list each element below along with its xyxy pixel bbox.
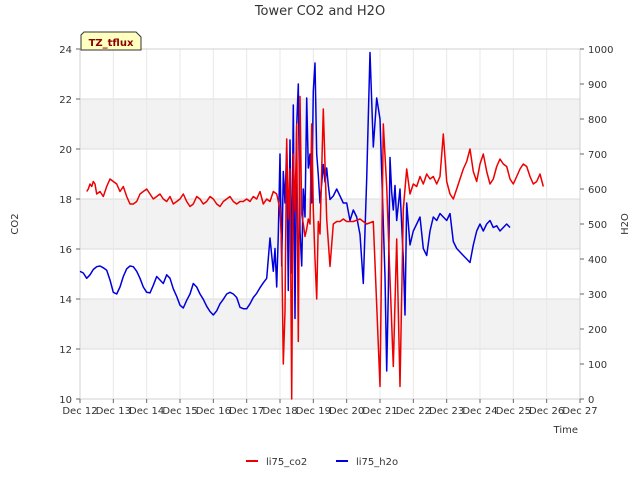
x-tick-label: Dec 16 [196, 406, 231, 417]
x-tick-label: Dec 18 [262, 406, 297, 417]
plot-background-bands [80, 99, 580, 349]
y-right-tick-label: 1000 [588, 45, 613, 56]
x-tick-label: Dec 14 [129, 406, 164, 417]
y-axis-right-label: H2O [620, 213, 631, 235]
y-right-tick-label: 100 [588, 360, 607, 371]
y-axis-right-ticks: 0 100 200 300 400 500 600 700 800 900 1000 [580, 45, 613, 406]
x-tick-label: Dec 26 [529, 406, 564, 417]
y-right-tick-label: 900 [588, 80, 607, 91]
series-line-li75_h2o [79, 51, 511, 372]
y-right-tick-label: 300 [588, 290, 607, 301]
series-layer [79, 51, 545, 400]
y-right-tick-label: 600 [588, 185, 607, 196]
y-right-tick-label: 400 [588, 255, 607, 266]
x-tick-label: Dec 21 [362, 406, 397, 417]
x-tick-label: Dec 12 [62, 406, 97, 417]
site-badge-label: TZ_tflux [89, 38, 134, 49]
y-right-tick-label: 0 [588, 395, 594, 406]
x-tick-label: Dec 27 [562, 406, 597, 417]
y-right-tick-label: 700 [588, 150, 607, 161]
legend: li75_co2 li75_h2o [246, 457, 398, 468]
series-line-li75_co2 [86, 95, 545, 400]
background-band [80, 199, 580, 249]
x-tick-label: Dec 20 [329, 406, 364, 417]
y-left-tick-label: 12 [59, 345, 72, 356]
y-left-tick-label: 24 [59, 45, 72, 56]
y-axis-left-label: CO2 [10, 213, 21, 234]
y-left-tick-label: 14 [59, 295, 72, 306]
y-right-tick-label: 800 [588, 115, 607, 126]
y-right-tick-label: 200 [588, 325, 607, 336]
gridlines [79, 48, 581, 400]
x-tick-label: Dec 22 [396, 406, 431, 417]
x-tick-label: Dec 25 [496, 406, 531, 417]
site-badge-box [80, 31, 142, 51]
background-band [80, 99, 580, 149]
x-tick-label: Dec 24 [462, 406, 497, 417]
x-tick-label: Dec 15 [162, 406, 197, 417]
legend-label-li75_co2: li75_co2 [266, 457, 307, 468]
background-band [80, 299, 580, 349]
x-axis-label: Time [553, 425, 578, 436]
x-tick-label: Dec 19 [296, 406, 331, 417]
x-tick-label: Dec 17 [229, 406, 264, 417]
y-left-tick-label: 22 [59, 95, 72, 106]
y-left-tick-label: 16 [59, 245, 72, 256]
y-right-tick-label: 500 [588, 220, 607, 231]
y-axis-left-ticks: 10 12 14 16 18 20 22 24 [59, 45, 80, 406]
y-left-tick-label: 20 [59, 145, 72, 156]
y-left-tick-label: 18 [59, 195, 72, 206]
x-tick-label: Dec 23 [429, 406, 464, 417]
legend-label-li75_h2o: li75_h2o [356, 457, 398, 468]
site-badge: TZ_tflux [80, 31, 142, 51]
chart-title: Tower CO2 and H2O [254, 4, 385, 19]
x-tick-label: Dec 13 [96, 406, 131, 417]
y-left-tick-label: 10 [59, 395, 72, 406]
